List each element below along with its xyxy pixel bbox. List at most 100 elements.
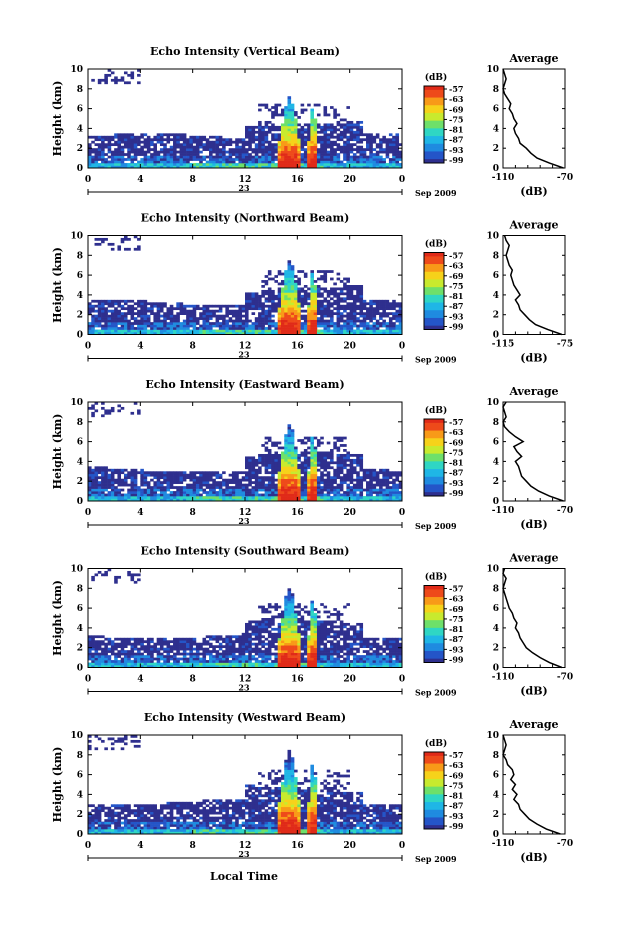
heatmap-cell <box>356 493 360 497</box>
heatmap-cell <box>146 481 151 484</box>
heatmap-cell <box>284 324 288 328</box>
profile-y-tick-label: 6 <box>493 438 499 448</box>
heatmap-cell <box>146 319 151 323</box>
heatmap-cell <box>395 486 400 489</box>
heatmap-cell <box>114 493 118 497</box>
heatmap-cell <box>362 307 367 311</box>
heatmap-cell <box>382 309 386 313</box>
heatmap-cell <box>326 314 331 318</box>
heatmap-cell <box>130 491 135 494</box>
heatmap-cell <box>261 292 265 296</box>
heatmap-cell <box>195 304 200 308</box>
heatmap-cell <box>267 158 272 161</box>
heatmap-cell <box>189 665 193 668</box>
heatmap-cell <box>343 449 347 452</box>
colorbar-tick-label: -63 <box>449 427 464 437</box>
heatmap-cell <box>153 476 157 480</box>
heatmap-cell <box>114 660 118 663</box>
heatmap-cell <box>313 280 318 283</box>
heatmap-cell <box>104 160 108 164</box>
heatmap-cell <box>326 123 331 127</box>
heatmap-cell <box>91 332 95 335</box>
colorbar-segment <box>424 488 444 493</box>
heatmap-cell <box>153 165 157 169</box>
heatmap-cell <box>117 409 122 413</box>
heatmap-cell <box>264 123 269 127</box>
heatmap-cell <box>362 160 367 164</box>
heatmap-cell <box>336 135 341 139</box>
heatmap-cell <box>310 302 314 306</box>
heatmap-cell <box>146 148 151 151</box>
heatmap-cell <box>173 158 177 161</box>
heatmap-cell <box>133 640 138 644</box>
heatmap-cell <box>349 145 354 149</box>
heatmap-cell <box>349 163 354 166</box>
heatmap-cell <box>110 150 115 154</box>
heatmap-cell <box>182 478 187 482</box>
heatmap-cell <box>254 483 259 487</box>
heatmap-cell <box>326 451 331 455</box>
heatmap-cell <box>356 332 360 335</box>
heatmap-cell <box>146 471 151 475</box>
heatmap-cell <box>287 160 292 164</box>
heatmap-cell <box>359 163 364 166</box>
heatmap-cell <box>88 302 92 306</box>
heatmap-cell <box>375 158 380 161</box>
heatmap-cell <box>398 150 403 154</box>
heatmap-cell <box>94 488 99 492</box>
heatmap-cell <box>91 635 95 639</box>
heatmap-cell <box>359 458 364 462</box>
heatmap-cell <box>156 332 161 335</box>
heatmap-cell <box>107 73 112 77</box>
heatmap-cell <box>326 150 331 154</box>
heatmap-cell <box>123 640 128 644</box>
heatmap-cell <box>264 148 269 151</box>
heatmap-cell <box>133 662 138 666</box>
heatmap-cell <box>271 138 275 142</box>
heatmap-cell <box>264 486 269 489</box>
heatmap-cell <box>218 488 223 492</box>
heatmap-cell <box>330 332 334 335</box>
heatmap-cell <box>398 486 403 489</box>
heatmap-cell <box>150 332 154 335</box>
heatmap-cell <box>186 498 190 502</box>
heatmap-cell <box>284 275 288 278</box>
heatmap-cell <box>294 307 298 311</box>
heatmap-cell <box>346 128 350 132</box>
heatmap-cell <box>264 463 269 467</box>
heatmap-cell <box>117 642 122 646</box>
heatmap-cell <box>153 662 157 666</box>
heatmap-cell <box>186 488 190 492</box>
heatmap-cell <box>222 660 226 663</box>
heatmap-cell <box>199 140 203 144</box>
heatmap-cell <box>189 491 193 494</box>
heatmap-cell <box>101 483 105 487</box>
heatmap-cell <box>231 486 236 489</box>
heatmap-cell <box>388 473 393 477</box>
heatmap-cell <box>277 133 282 137</box>
heatmap-cell <box>385 140 390 144</box>
profile-title: Average <box>508 219 558 232</box>
heatmap-cell <box>107 660 112 663</box>
heatmap-cell <box>173 478 177 482</box>
heatmap-cell <box>101 138 105 142</box>
heatmap-cell <box>290 478 295 482</box>
heatmap-cell <box>238 322 243 325</box>
heatmap-cell <box>274 275 279 278</box>
heatmap-cell <box>166 476 171 480</box>
heatmap-cell <box>313 135 318 139</box>
colorbar-segment <box>424 93 444 98</box>
heatmap-cell <box>316 451 321 455</box>
heatmap-cell <box>94 473 99 477</box>
heatmap-cell <box>336 120 341 124</box>
heatmap-cell <box>192 665 197 668</box>
heatmap-cell <box>258 498 262 502</box>
heatmap-cell <box>117 319 122 323</box>
heatmap-cell <box>294 155 298 159</box>
heatmap-cell <box>267 466 272 470</box>
heatmap-cell <box>359 483 364 487</box>
heatmap-cell <box>169 473 174 477</box>
heatmap-cell <box>238 163 243 166</box>
heatmap-cell <box>107 143 112 147</box>
profile-frame <box>502 401 566 502</box>
